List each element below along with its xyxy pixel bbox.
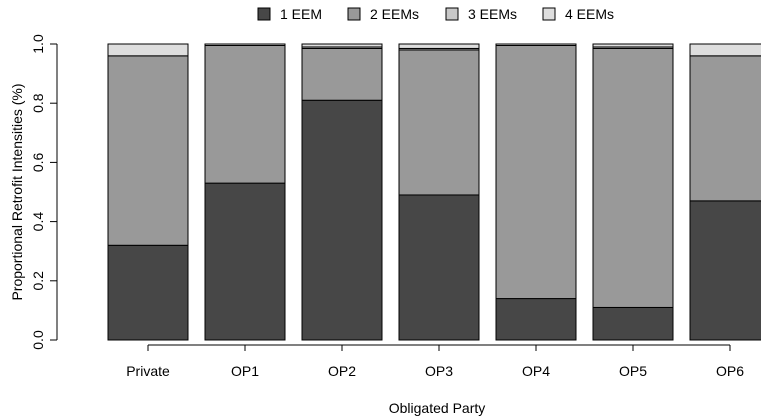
bar-segment-op6-2 <box>689 55 761 202</box>
bar-segment-op2-4 <box>301 43 383 48</box>
bar-segment-op5-1 <box>592 306 674 341</box>
bar-segment-private-2 <box>107 55 189 246</box>
x-tick-label-op5: OP5 <box>619 363 647 379</box>
legend-label-4: 4 EEMs <box>565 6 614 22</box>
y-tick-label: 0.6 <box>30 152 46 172</box>
y-axis-label: Proportional Retrofit Intensities (%) <box>9 83 25 300</box>
bar-segment-op6-4 <box>689 43 761 57</box>
bar-segment-op1-2 <box>204 44 286 184</box>
bar-segment-op6-1 <box>689 200 761 341</box>
x-tick-label-op2: OP2 <box>328 363 356 379</box>
legend-label-1: 1 EEM <box>280 6 322 22</box>
bar-segment-op3-1 <box>398 194 480 341</box>
bar-segment-private-4 <box>107 43 189 57</box>
bar-segment-op5-2 <box>592 47 674 308</box>
bar-segment-op4-4 <box>495 43 577 46</box>
bar-segment-op1-1 <box>204 182 286 341</box>
bar-segment-op1-4 <box>204 43 286 46</box>
bar-segment-op5-4 <box>592 43 674 48</box>
y-tick-label: 0.8 <box>30 93 46 113</box>
legend: 1 EEM 2 EEMs 3 EEMs 4 EEMs <box>257 6 614 22</box>
x-tick-label-op3: OP3 <box>425 363 453 379</box>
x-tick-label-private: Private <box>126 363 170 379</box>
bar-segment-op2-1 <box>301 99 383 341</box>
x-tick-label-op1: OP1 <box>231 363 259 379</box>
legend-swatch-3 <box>445 7 459 21</box>
legend-swatch-4 <box>542 7 556 21</box>
bar-segment-op3-2 <box>398 49 480 196</box>
y-axis: 0.0 0.2 0.4 0.6 0.8 1.0 <box>30 34 58 350</box>
legend-label-3: 3 EEMs <box>468 6 517 22</box>
bar-segment-private-1 <box>107 244 189 341</box>
x-tick-label-op6: OP6 <box>716 363 744 379</box>
y-tick-label: 0.2 <box>30 271 46 291</box>
x-tick-label-op4: OP4 <box>522 363 550 379</box>
bar-segment-op3-4 <box>398 43 480 49</box>
bar-segment-op4-1 <box>495 298 577 341</box>
legend-swatch-2 <box>347 7 361 21</box>
bar-segment-op4-2 <box>495 44 577 300</box>
y-tick-label: 0.0 <box>30 330 46 350</box>
legend-label-2: 2 EEMs <box>370 6 419 22</box>
y-tick-label: 1.0 <box>30 34 46 54</box>
bars <box>107 43 761 341</box>
legend-swatch-1 <box>257 7 271 21</box>
x-axis-label: Obligated Party <box>389 400 486 416</box>
y-tick-label: 0.4 <box>30 212 46 232</box>
bar-segment-op2-2 <box>301 47 383 101</box>
x-axis: Private OP1 OP2 OP3 OP4 OP5 OP6 <box>126 344 744 379</box>
